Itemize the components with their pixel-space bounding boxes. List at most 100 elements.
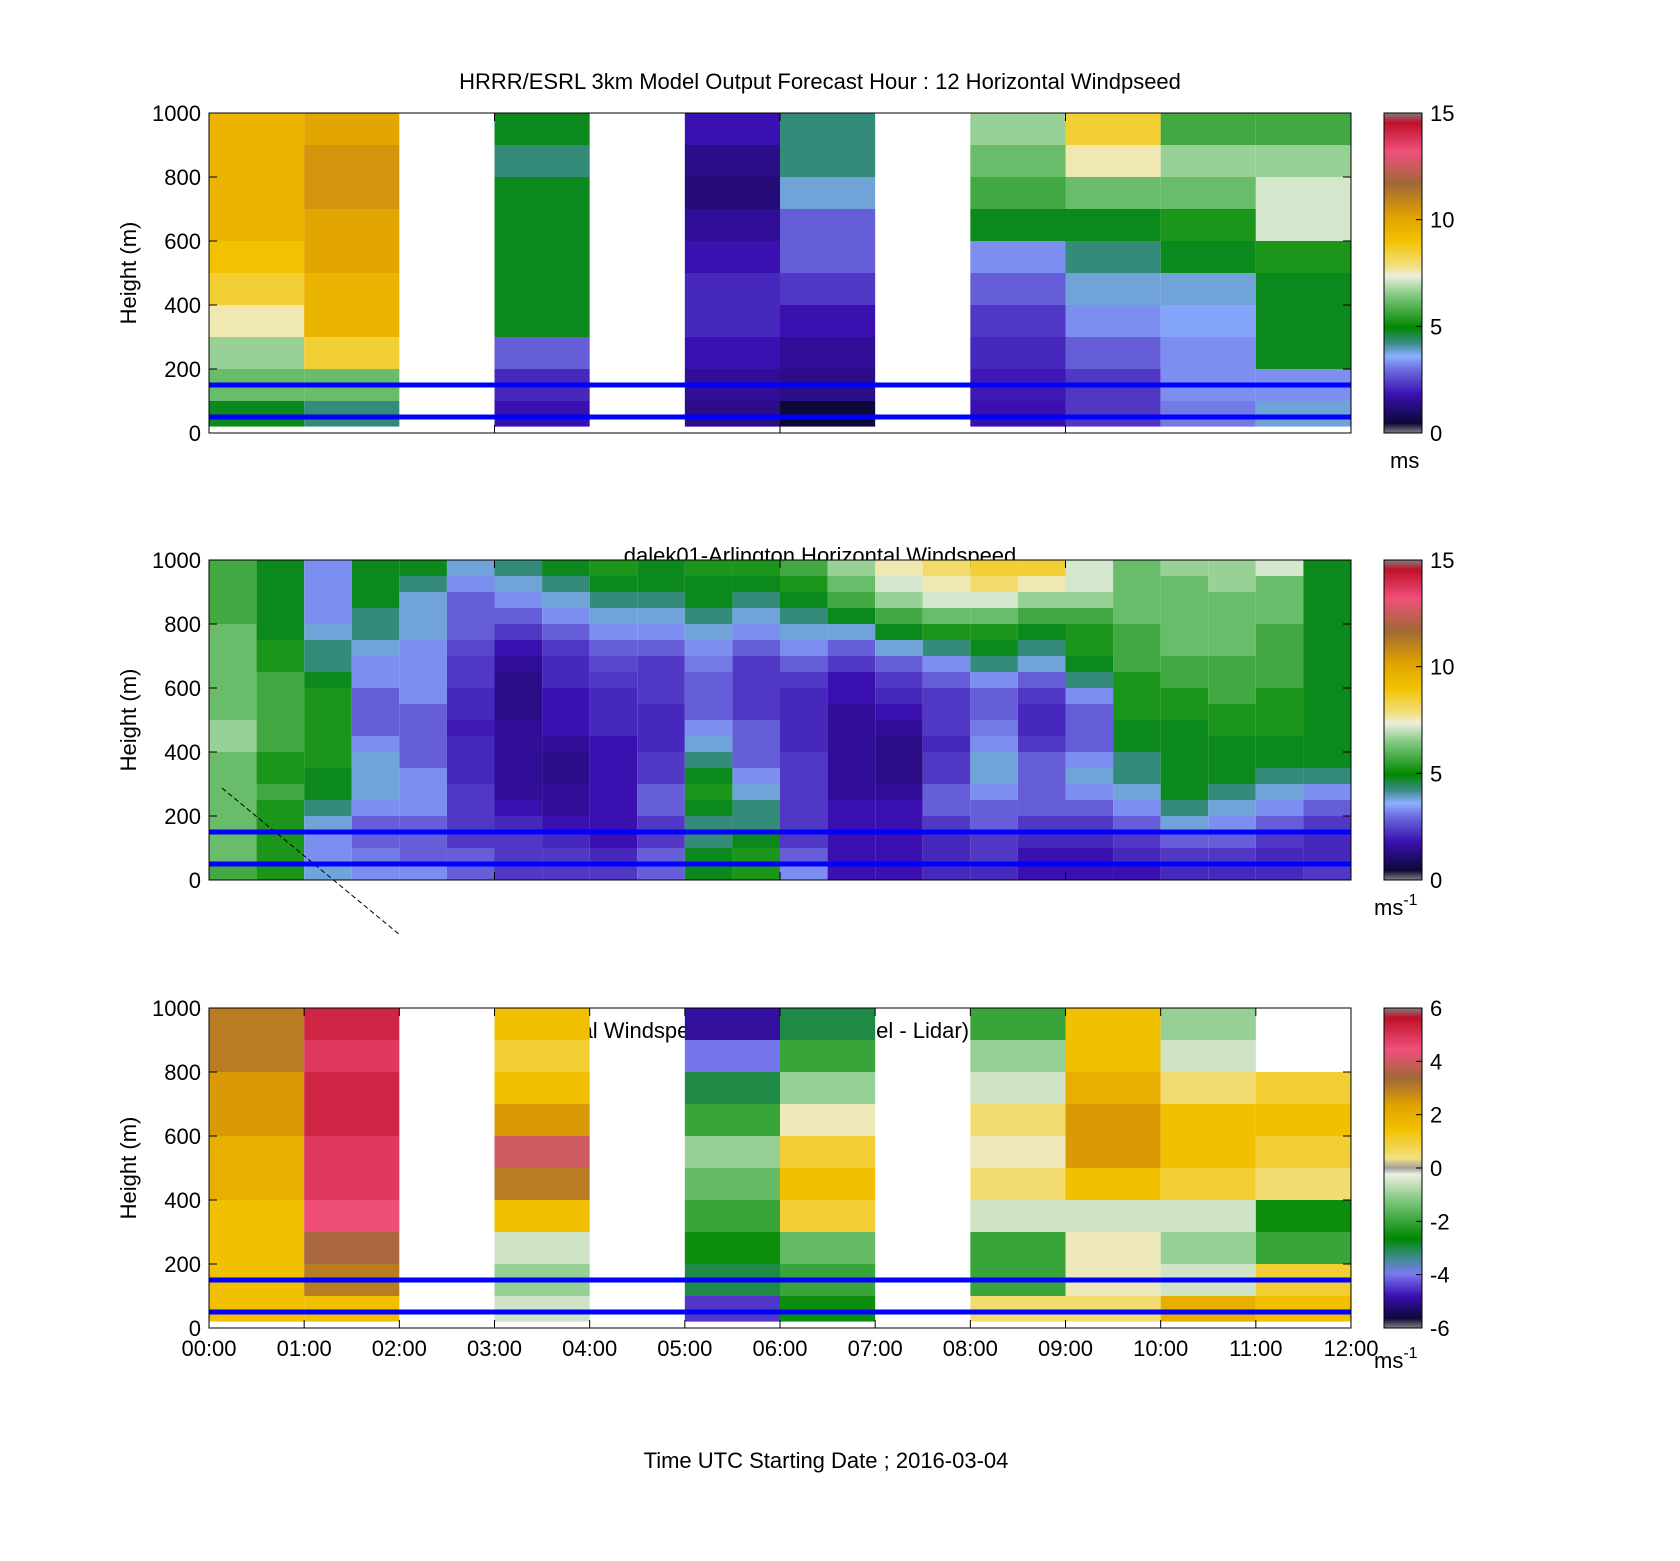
heatmap-cell: [1065, 864, 1114, 880]
heatmap-cell: [732, 640, 780, 656]
heatmap-cell: [1017, 624, 1066, 640]
y-tick-label: 600: [164, 1124, 201, 1149]
heatmap-cell: [351, 768, 400, 784]
heatmap-cell: [542, 656, 590, 672]
heatmap-cell: [1113, 640, 1161, 656]
heatmap-cell: [684, 656, 733, 672]
heatmap-cell: [589, 704, 638, 720]
heatmap-cell: [399, 848, 447, 864]
heatmap-cell: [1255, 752, 1304, 768]
heatmap-cell: [1160, 784, 1209, 800]
heatmap-cell: [542, 560, 590, 576]
heatmap-cell: [970, 1136, 1066, 1168]
heatmap-cell: [827, 832, 876, 848]
heatmap-cell: [875, 816, 923, 832]
heatmap-cell: [399, 832, 447, 848]
heatmap-cell: [922, 640, 971, 656]
heatmap-cell: [732, 848, 780, 864]
heatmap-cell: [304, 672, 352, 688]
heatmap-cell: [256, 720, 305, 736]
heatmap-cell: [1255, 592, 1304, 608]
heatmap-cell: [684, 848, 733, 864]
heatmap-cell: [780, 816, 828, 832]
heatmap-cell: [446, 768, 495, 784]
heatmap-cell: [970, 640, 1018, 656]
heatmap-cell: [351, 688, 400, 704]
heatmap-cell: [494, 241, 590, 273]
heatmap-cell: [1160, 337, 1256, 369]
heatmap-cell: [684, 784, 733, 800]
heatmap-cell: [970, 401, 1066, 427]
x-tick-label: 08:00: [943, 1336, 998, 1361]
heatmap-cell: [209, 177, 305, 209]
heatmap-cell: [1065, 624, 1114, 640]
heatmap-cell: [970, 209, 1066, 241]
heatmap-cell: [922, 688, 971, 704]
heatmap-cell: [542, 640, 590, 656]
heatmap-cell: [970, 1200, 1066, 1232]
heatmap-cell: [446, 832, 495, 848]
heatmap-cell: [732, 704, 780, 720]
heatmap-cell: [1303, 864, 1351, 880]
x-tick-label: 09:00: [1038, 1336, 1093, 1361]
heatmap-cell: [446, 736, 495, 752]
heatmap-cell: [1160, 401, 1256, 427]
heatmap-cell: [542, 608, 590, 624]
heatmap-cell: [637, 656, 685, 672]
heatmap-cell: [304, 1200, 400, 1232]
heatmap-cell: [494, 560, 543, 576]
x-tick-label: 04:00: [562, 1336, 617, 1361]
heatmap-cell: [494, 1200, 590, 1232]
heatmap-cell: [1255, 784, 1304, 800]
heatmap-cell: [637, 768, 685, 784]
heatmap-cell: [780, 592, 828, 608]
heatmap-cell: [827, 704, 876, 720]
heatmap-cell: [1065, 401, 1161, 427]
heatmap-cell: [494, 273, 590, 305]
heatmap-cell: [399, 768, 447, 784]
heatmap-cell: [209, 560, 257, 576]
heatmap-cell: [209, 1232, 305, 1264]
heatmap-cell: [399, 688, 447, 704]
heatmap-cell: [589, 800, 638, 816]
x-tick-label: 06:00: [752, 1336, 807, 1361]
heatmap-cell: [1255, 832, 1304, 848]
heatmap-cell: [637, 560, 685, 576]
heatmap-cell: [1065, 145, 1161, 177]
y-tick-label: 0: [189, 421, 201, 446]
heatmap-cell: [209, 1200, 305, 1232]
heatmap-cell: [494, 305, 590, 337]
heatmap-cell: [1017, 784, 1066, 800]
heatmap-cell: [256, 784, 305, 800]
heatmap-cell: [922, 864, 971, 880]
y-axis: 0 200 400 600 800 1000: [152, 101, 1351, 446]
heatmap-cell: [684, 640, 733, 656]
reference-lines: [209, 1277, 1351, 1315]
heatmap-cell: [684, 592, 733, 608]
heatmap-cell: [875, 576, 923, 592]
heatmap-cell: [1017, 560, 1066, 576]
heatmap-cell: [209, 1168, 305, 1200]
panel-difference: Horizontal Windspeed Difference (Model -…: [116, 996, 1450, 1473]
heatmap-cell: [637, 752, 685, 768]
heatmap-cell: [1160, 209, 1256, 241]
heatmap-cell: [209, 241, 305, 273]
y-tick-label: 400: [164, 293, 201, 318]
heatmap-cell: [684, 608, 733, 624]
heatmap-cell: [256, 688, 305, 704]
y-tick-label: 0: [189, 1316, 201, 1341]
heatmap-cell: [1255, 864, 1304, 880]
x-tick-label: 01:00: [277, 1336, 332, 1361]
heatmap-cell: [494, 401, 590, 427]
heatmap-cell: [875, 592, 923, 608]
heatmap-cell: [684, 576, 733, 592]
y-axis-label: Height (m): [116, 669, 141, 772]
heatmap-cell: [684, 768, 733, 784]
heatmap-cell: [1065, 704, 1114, 720]
heatmap-cell: [922, 768, 971, 784]
heatmap-cell: [304, 768, 352, 784]
heatmap-cell: [494, 337, 590, 369]
heatmap-cell: [1303, 720, 1351, 736]
heatmap-cell: [351, 704, 400, 720]
heatmap-cell: [446, 704, 495, 720]
